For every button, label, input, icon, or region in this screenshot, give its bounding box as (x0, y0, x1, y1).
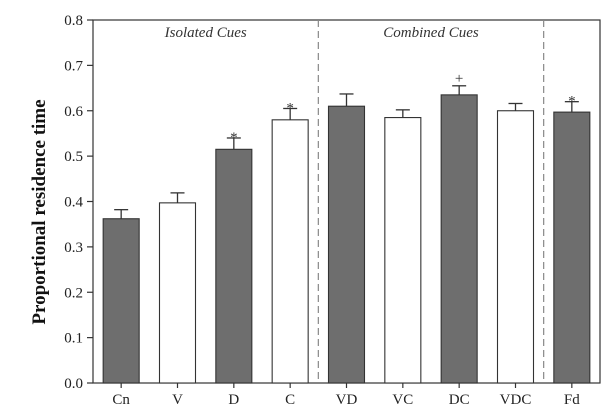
x-tick-label: DC (449, 392, 470, 408)
y-tick-label: 0.5 (64, 149, 83, 165)
x-tick-label: Fd (564, 392, 580, 408)
y-tick-label: 0.7 (64, 58, 83, 74)
bar-vdc (496, 110, 535, 384)
x-tick-label: Cn (112, 392, 130, 408)
significance-marker: * (568, 94, 576, 110)
x-tick-label: V (172, 392, 183, 408)
x-tick-label: C (285, 392, 295, 408)
bar-cn (102, 218, 140, 384)
y-tick-label: 0.8 (64, 13, 83, 29)
group-label: Combined Cues (383, 25, 479, 41)
x-tick-label: VC (392, 392, 413, 408)
bar-d (215, 148, 253, 384)
bar-vd (327, 105, 366, 384)
bar-vc (384, 117, 422, 384)
bar-v (158, 202, 197, 384)
y-tick-label: 0.0 (64, 376, 83, 392)
bar-fd (553, 111, 591, 384)
plot-area: 0.0 0.1 0.2 0.3 0.4 0.5 0.6 0.7 0.8 Isolated Cues… (64, 13, 601, 408)
significance-marker: + (455, 71, 463, 87)
y-tick-label: 0.3 (64, 240, 83, 256)
x-tick-label: VDC (500, 392, 532, 408)
significance-marker: * (286, 100, 294, 116)
y-tick-label: 0.6 (64, 104, 83, 120)
x-tick-label: VD (336, 392, 358, 408)
y-axis-title: Proportional residence time (29, 99, 50, 324)
y-tick-label: 0.1 (64, 331, 83, 347)
bar-c (271, 119, 309, 384)
significance-marker: * (230, 130, 238, 146)
x-tick-label: D (228, 392, 239, 408)
bar-dc (440, 94, 478, 384)
y-tick-label: 0.2 (64, 285, 83, 301)
group-label: Isolated Cues (164, 25, 247, 41)
y-tick-label: 0.4 (64, 195, 83, 211)
